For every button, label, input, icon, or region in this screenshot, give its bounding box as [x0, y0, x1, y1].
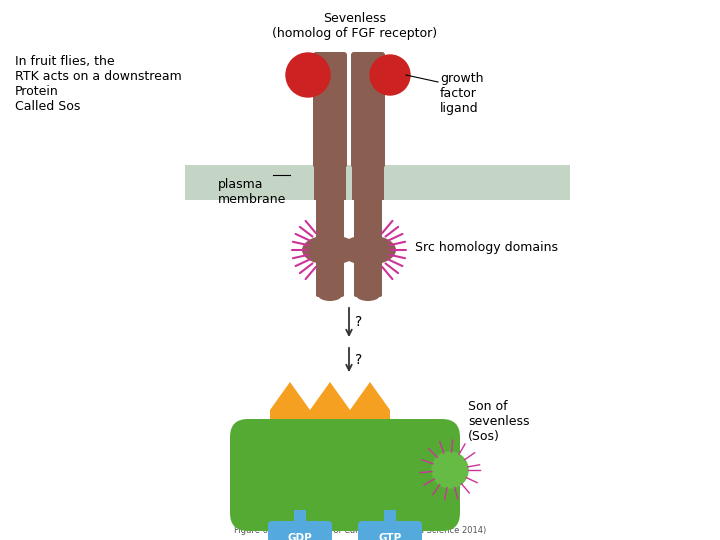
Bar — [314, 165, 346, 200]
Text: Ras: Ras — [333, 515, 358, 529]
Text: Src homology domains: Src homology domains — [415, 240, 558, 253]
Text: GTP: GTP — [379, 533, 402, 540]
FancyBboxPatch shape — [316, 198, 344, 247]
Circle shape — [370, 55, 410, 95]
FancyBboxPatch shape — [313, 52, 347, 168]
Text: Figure 6.6  The Biology of Cancer (© Garland Science 2014): Figure 6.6 The Biology of Cancer (© Garl… — [234, 526, 486, 535]
Circle shape — [286, 53, 330, 97]
FancyBboxPatch shape — [358, 521, 422, 540]
Text: ?: ? — [355, 315, 362, 329]
Text: Son of
sevenless
(Sos): Son of sevenless (Sos) — [468, 400, 529, 443]
Text: plasma
membrane: plasma membrane — [218, 178, 287, 206]
FancyBboxPatch shape — [320, 419, 460, 531]
FancyBboxPatch shape — [351, 52, 385, 168]
FancyBboxPatch shape — [354, 258, 382, 297]
Text: Sevenless
(homolog of FGF receptor): Sevenless (homolog of FGF receptor) — [272, 12, 438, 40]
Ellipse shape — [365, 59, 387, 87]
Text: In fruit flies, the
RTK acts on a downstream
Protein
Called Sos: In fruit flies, the RTK acts on a downst… — [15, 55, 181, 113]
Text: GDP: GDP — [287, 533, 312, 540]
Bar — [185, 165, 570, 200]
Circle shape — [432, 452, 468, 488]
Text: growth
factor
ligand: growth factor ligand — [440, 72, 484, 115]
Text: ?: ? — [355, 353, 362, 367]
Ellipse shape — [340, 235, 396, 265]
Ellipse shape — [302, 235, 358, 265]
Polygon shape — [270, 382, 390, 432]
Ellipse shape — [318, 289, 342, 301]
FancyBboxPatch shape — [268, 521, 332, 540]
FancyBboxPatch shape — [354, 198, 382, 247]
FancyBboxPatch shape — [230, 419, 370, 531]
FancyBboxPatch shape — [316, 258, 344, 297]
Bar — [294, 510, 306, 525]
Bar — [384, 510, 396, 525]
Ellipse shape — [356, 289, 380, 301]
Bar — [352, 165, 384, 200]
Ellipse shape — [311, 59, 333, 87]
